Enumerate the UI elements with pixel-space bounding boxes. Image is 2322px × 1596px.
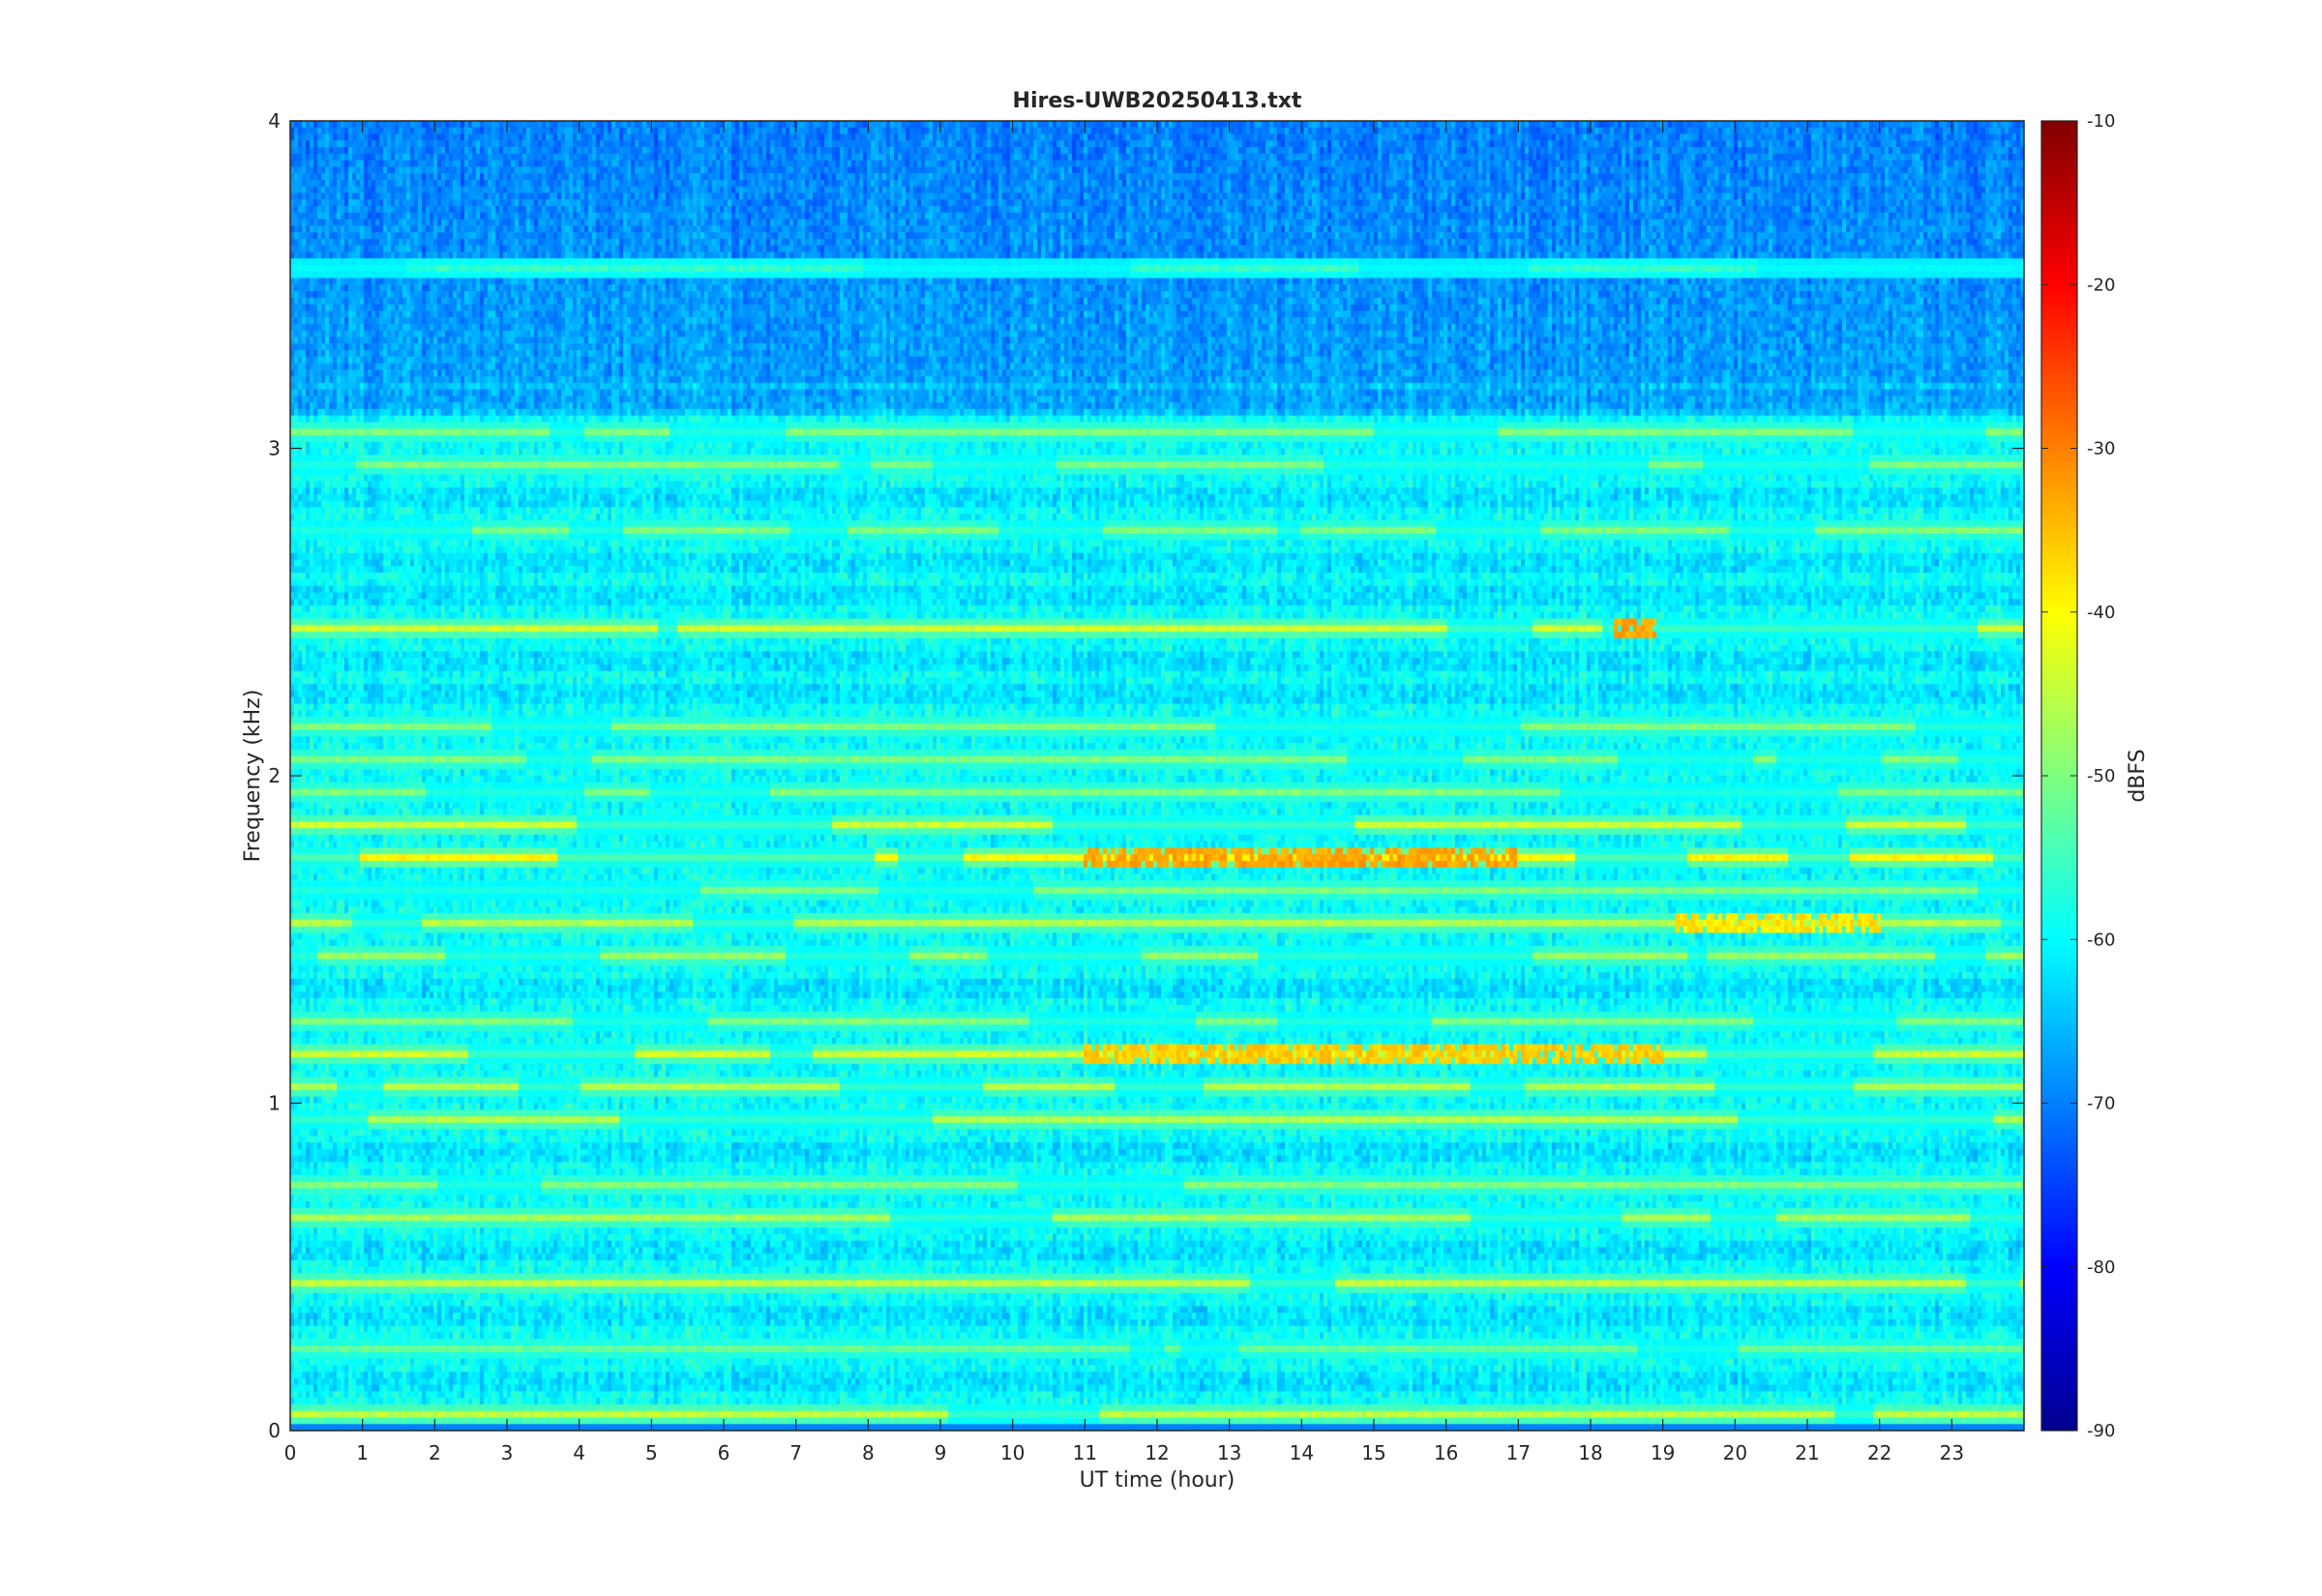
x-tick-label: 4 (573, 1441, 585, 1464)
y-tick-label: 1 (268, 1092, 281, 1115)
x-tick-label: 7 (789, 1441, 802, 1464)
x-tick-label: 9 (935, 1441, 947, 1464)
colorbar-tick-label: -70 (2087, 1094, 2115, 1114)
x-tick-label: 11 (1073, 1441, 1097, 1464)
colorbar-tick-label: -10 (2087, 111, 2115, 132)
x-tick-label: 8 (862, 1441, 875, 1464)
colorbar-tick-label: -90 (2087, 1421, 2115, 1441)
colorbar-tick-label: -60 (2087, 930, 2115, 950)
x-tick-label: 22 (1867, 1441, 1891, 1464)
colorbar: -10 -20 -30 -40 -50 -60 -70 -80 -90 dBFS (2040, 111, 2150, 1441)
spectrogram-image (290, 121, 2024, 1431)
colorbar-tick-label: -20 (2087, 275, 2115, 295)
y-axis: 0 1 2 3 4 (268, 109, 2024, 1442)
colorbar-tick-label: -80 (2087, 1257, 2115, 1278)
chart-title: Hires-UWB20250413.txt (1013, 89, 1302, 113)
x-tick-label: 10 (1000, 1441, 1025, 1464)
x-tick-label: 3 (501, 1441, 514, 1464)
x-tick-label: 17 (1506, 1441, 1531, 1464)
y-tick-label: 3 (268, 437, 281, 460)
x-tick-label: 2 (429, 1441, 441, 1464)
x-tick-label: 18 (1578, 1441, 1602, 1464)
x-tick-label: 13 (1217, 1441, 1241, 1464)
y-tick-label: 0 (268, 1419, 281, 1442)
x-tick-label: 21 (1795, 1441, 1819, 1464)
x-tick-label: 5 (645, 1441, 658, 1464)
x-tick-label: 20 (1723, 1441, 1747, 1464)
x-tick-label: 15 (1361, 1441, 1385, 1464)
colorbar-ticks: -10 -20 -30 -40 -50 -60 -70 -80 -90 (2041, 111, 2115, 1441)
x-tick-label: 14 (1290, 1441, 1314, 1464)
colorbar-tick-label: -50 (2087, 766, 2115, 786)
y-tick-label: 4 (268, 109, 281, 133)
colorbar-tick-label: -30 (2087, 439, 2115, 459)
colorbar-label: dBFS (2126, 749, 2150, 802)
plot-area (289, 120, 2025, 1432)
y-tick-label: 2 (268, 764, 281, 787)
x-tick-label: 12 (1145, 1441, 1169, 1464)
colorbar-tick-label: -40 (2087, 603, 2115, 623)
x-tick-label: 1 (356, 1441, 369, 1464)
x-tick-label: 0 (284, 1441, 297, 1464)
x-tick-label: 6 (718, 1441, 730, 1464)
x-tick-label: 19 (1651, 1441, 1675, 1464)
y-axis-label: Frequency (kHz) (241, 690, 265, 863)
x-axis: 0 1 2 3 4 5 6 7 8 9 10 11 12 13 14 15 16 17 18 19 20 21 22 23 (284, 121, 1964, 1464)
x-tick-label: 23 (1940, 1441, 1964, 1464)
x-axis-label: UT time (hour) (1080, 1468, 1235, 1493)
x-tick-label: 16 (1434, 1441, 1458, 1464)
